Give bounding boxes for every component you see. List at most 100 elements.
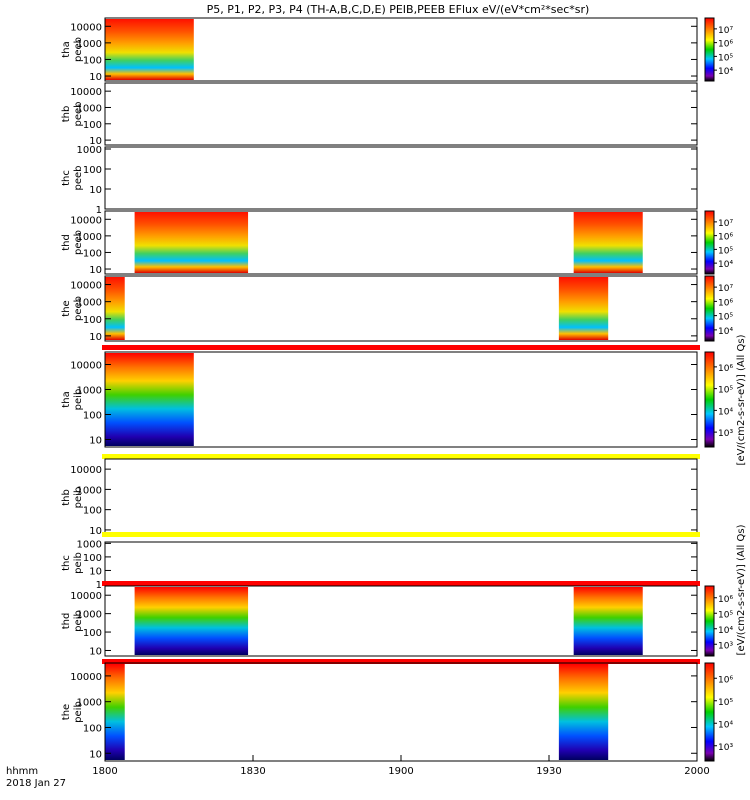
ion-colorbar-label: [eV/(cm2-s-sr-eV)] (All Qs) [736,524,747,655]
ylabel-thd-peeb-product: peeb [73,230,84,255]
colorbar-tick-label-tha-peeb-0: 10⁴ [718,67,733,77]
ytick-label-thc-peib-0: 1 [96,580,102,591]
panel-tha-peeb: 10 100 1000 10000 tha peeb 10⁴ 10⁵ 10⁶ 10⁷ [61,17,733,83]
ytick-label-thc-peib-2: 100 [83,553,102,564]
ylabel-tha-peib-product: peib [73,389,84,411]
colorbar-tick-label-thd-peeb-1: 10⁵ [718,246,733,256]
colorbar-tick-label-tha-peeb-1: 10⁵ [718,53,733,63]
ylabel-thc-peeb-product: peeb [73,166,84,191]
spectrogram-block-thd-peib-0 [134,587,249,655]
ytick-label-tha-peib-2: 1000 [77,386,102,397]
panel-thb-peib: 10 100 1000 10000 thb peib [61,454,700,537]
colorbar-tick-label-thd-peib-0: 10³ [718,641,733,651]
ytick-label-thb-peib-2: 1000 [77,485,102,496]
ytick-label-the-peib-3: 10000 [70,672,102,683]
ylabel-the-peeb-probe: the [61,300,72,316]
panel-the-peeb: 10 100 1000 10000 the peeb 10⁴ 10⁵ 10⁶ 10⁷ [61,275,733,343]
colorbar-tick-label-the-peeb-1: 10⁵ [718,313,733,323]
ytick-label-thb-peib-1: 100 [83,506,102,517]
spectrogram-block-thd-peeb-1 [573,212,643,273]
x-axis: 1800 1830 1900 1930 2000 [92,755,710,777]
ytick-label-the-peib-0: 10 [89,749,102,760]
ylabel-tha-peeb-product: peeb [73,37,84,62]
colorbar-tick-label-thd-peib-2: 10⁵ [718,610,733,620]
colorbar-thd-peib [704,585,715,657]
ylabel-thc-peib-probe: thc [61,555,72,571]
ytick-label-the-peeb-0: 10 [89,332,102,343]
colorbar-tick-label-tha-peeb-3: 10⁷ [718,26,733,36]
ytick-label-thd-peeb-3: 10000 [70,215,102,226]
xtick-label-1: 1830 [240,766,265,777]
figure-title: P5, P1, P2, P3, P4 (TH-A,B,C,D,E) PEIB,P… [207,3,590,16]
colorbar-tick-label-tha-peib-3: 10⁶ [718,364,733,374]
ylabel-the-peib-product: peib [73,701,84,723]
ytick-label-thc-peeb-0: 1 [96,205,102,216]
ytick-label-thd-peeb-2: 1000 [77,232,102,243]
colorbar-tick-label-tha-peib-1: 10⁴ [718,407,733,417]
ylabel-tha-peeb-probe: tha [61,41,72,57]
ytick-label-tha-peib-3: 10000 [70,361,102,372]
ylabel-thd-peib-probe: thd [61,613,72,630]
ytick-label-tha-peeb-3: 10000 [70,22,102,33]
xtick-label-4: 2000 [684,766,709,777]
frame-the-peib [104,662,698,762]
ytick-label-thd-peib-0: 10 [89,646,102,657]
ytick-label-thd-peib-3: 10000 [70,591,102,602]
panel-tha-peib: 10 100 1000 10000 tha peib 10³ 10⁴ 10⁵ 10⁶ [61,345,733,448]
colorbar-the-peib [704,662,715,762]
ylabel-thb-peeb-probe: thb [61,106,72,123]
ytick-label-thb-peib-0: 10 [89,526,102,537]
colorbar-tick-label-tha-peeb-2: 10⁶ [718,40,733,50]
ylabel-the-peib-probe: the [61,704,72,720]
spectrogram-block-tha-peeb-0 [105,19,194,80]
ytick-label-the-peeb-3: 10000 [70,281,102,292]
ytick-label-thc-peib-3: 1000 [77,539,102,550]
spectrogram-block-the-peib-1 [558,664,609,760]
ytick-label-the-peeb-2: 1000 [77,298,102,309]
spectrogram-block-the-peib-0 [105,664,125,760]
colorbar-tick-label-the-peeb-3: 10⁷ [718,284,733,294]
panel-thd-peeb: 10 100 1000 10000 thd peeb 10⁴ 10⁵ 10⁶ 10⁷ [61,210,733,276]
ytick-label-the-peeb-1: 100 [83,315,102,326]
colorbar-tick-label-thd-peib-1: 10⁴ [718,626,733,636]
panel-thd-peib: 10 100 1000 10000 thd peib 10³ 10⁴ 10⁵ 10⁶ [61,581,733,657]
ytick-label-thc-peeb-1: 10 [89,185,102,196]
spectrogram-block-thd-peib-1 [573,587,643,655]
frame-thc-peeb [104,146,698,210]
ytick-label-thb-peeb-2: 1000 [77,103,102,114]
ytick-label-thb-peib-3: 10000 [70,465,102,476]
colorbar-tick-label-the-peib-1: 10⁴ [718,720,733,730]
ytick-label-tha-peib-0: 10 [89,436,102,447]
ytick-label-the-peib-1: 100 [83,723,102,734]
spectrogram-block-thd-peeb-0 [134,212,249,273]
fill-bar-thc-peib [102,532,700,537]
ytick-label-thc-peib-1: 10 [89,566,102,577]
fill-bar-the-peib [102,659,700,664]
xtick-label-0: 1800 [92,766,117,777]
frame-tha-peeb [104,17,698,82]
x-axis-date-label: 2018 Jan 27 [6,778,66,789]
colorbar-tick-label-the-peeb-0: 10⁴ [718,327,733,337]
ylabel-thb-peib-probe: thb [61,489,72,506]
colorbar-tick-label-the-peib-2: 10⁵ [718,698,733,708]
ytick-label-thb-peeb-1: 100 [83,120,102,131]
fill-bar-thb-peib [102,454,700,459]
colorbar-the-peeb [704,275,715,342]
ylabel-thc-peeb-probe: thc [61,170,72,186]
frame-tha-peib [104,351,698,448]
ylabel-thb-peeb-product: peeb [73,102,84,127]
colorbar-tha-peeb [704,17,715,82]
ytick-label-tha-peeb-0: 10 [89,72,102,83]
fill-bar-tha-peib [102,345,700,350]
ytick-label-tha-peeb-1: 100 [83,55,102,66]
panel-thc-peib: 1 10 100 1000 thc peib [61,532,700,591]
panel-the-peib: 10 100 1000 10000 the peib 10³ 10⁴ 10⁵ 10⁶ [61,659,733,762]
colorbar-tick-label-thd-peib-3: 10⁶ [718,595,733,605]
colorbar-tick-label-the-peib-0: 10³ [718,743,733,753]
ylabel-thb-peib-product: peib [73,487,84,509]
ytick-label-tha-peib-1: 100 [83,411,102,422]
xtick-label-2: 1900 [388,766,413,777]
xtick-label-3: 1930 [536,766,561,777]
ytick-label-thd-peib-1: 100 [83,628,102,639]
ytick-label-tha-peeb-2: 1000 [77,39,102,50]
